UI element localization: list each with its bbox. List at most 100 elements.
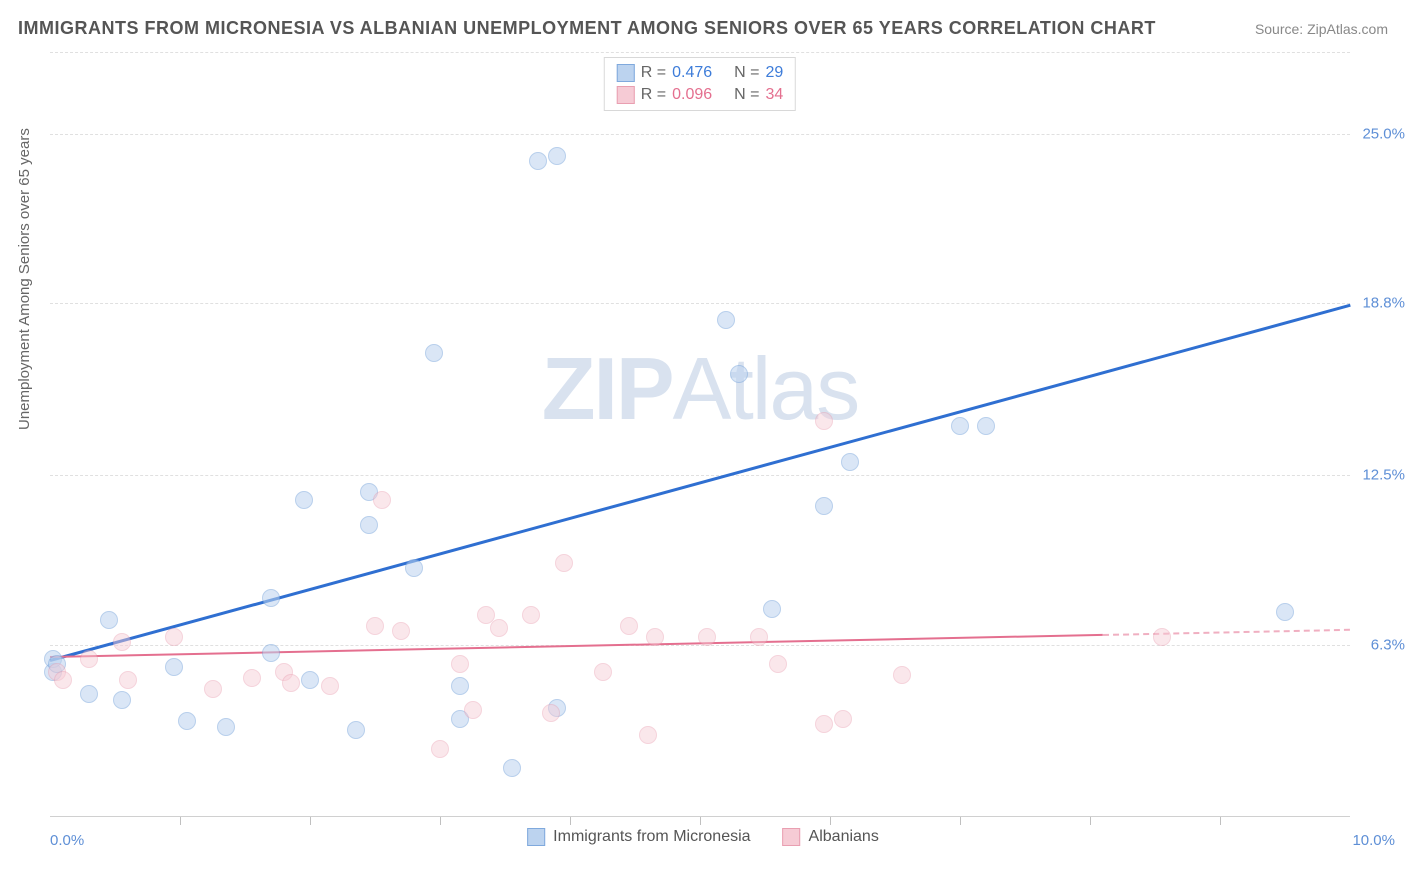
legend-swatch <box>783 828 801 846</box>
data-point <box>282 674 300 692</box>
data-point <box>113 691 131 709</box>
legend-swatch <box>617 86 635 104</box>
grid-line <box>50 134 1350 135</box>
r-value: 0.096 <box>672 86 728 104</box>
data-point <box>360 516 378 534</box>
data-point <box>951 417 969 435</box>
data-point <box>295 491 313 509</box>
scatter-chart: ZIPAtlas 6.3%12.5%18.8%25.0%0.0%10.0%R =… <box>50 52 1350 817</box>
r-value: 0.476 <box>672 64 728 82</box>
data-point <box>717 311 735 329</box>
data-point <box>529 152 547 170</box>
data-point <box>451 677 469 695</box>
r-label: R = <box>641 64 666 82</box>
data-point <box>698 628 716 646</box>
data-point <box>392 622 410 640</box>
n-label: N = <box>734 86 759 104</box>
data-point <box>646 628 664 646</box>
correlation-legend-row: R = 0.476 N = 29 <box>617 62 783 84</box>
data-point <box>301 671 319 689</box>
n-label: N = <box>734 64 759 82</box>
legend-swatch <box>527 828 545 846</box>
n-value: 29 <box>765 64 783 82</box>
x-tick <box>700 817 701 825</box>
data-point <box>243 669 261 687</box>
x-tick <box>830 817 831 825</box>
data-point <box>451 655 469 673</box>
correlation-legend: R = 0.476 N = 29 R = 0.096 N = 34 <box>604 57 796 111</box>
trend-line-dashed <box>1103 628 1350 635</box>
legend-label: Immigrants from Micronesia <box>553 828 750 846</box>
x-tick <box>440 817 441 825</box>
data-point <box>217 718 235 736</box>
data-point <box>373 491 391 509</box>
data-point <box>80 685 98 703</box>
data-point <box>204 680 222 698</box>
x-max-label: 10.0% <box>1352 832 1395 849</box>
data-point <box>165 658 183 676</box>
data-point <box>490 619 508 637</box>
data-point <box>1153 628 1171 646</box>
data-point <box>594 663 612 681</box>
source-attribution: Source: ZipAtlas.com <box>1255 21 1388 37</box>
data-point <box>522 606 540 624</box>
grid-line <box>50 303 1350 304</box>
plot-area: ZIPAtlas 6.3%12.5%18.8%25.0%0.0%10.0%R =… <box>50 52 1350 817</box>
data-point <box>431 740 449 758</box>
data-point <box>763 600 781 618</box>
data-point <box>639 726 657 744</box>
data-point <box>548 147 566 165</box>
x-tick <box>1220 817 1221 825</box>
x-tick <box>310 817 311 825</box>
grid-line <box>50 52 1350 53</box>
grid-line <box>50 475 1350 476</box>
y-axis-label: Unemployment Among Seniors over 65 years <box>16 128 33 430</box>
y-tick-label: 12.5% <box>1362 467 1405 484</box>
legend-swatch <box>617 64 635 82</box>
data-point <box>977 417 995 435</box>
data-point <box>347 721 365 739</box>
data-point <box>425 344 443 362</box>
watermark: ZIPAtlas <box>542 338 859 440</box>
x-tick <box>1090 817 1091 825</box>
data-point <box>321 677 339 695</box>
grid-line <box>50 645 1350 646</box>
data-point <box>750 628 768 646</box>
data-point <box>815 497 833 515</box>
data-point <box>815 715 833 733</box>
x-tick <box>180 817 181 825</box>
data-point <box>100 611 118 629</box>
trend-line <box>50 303 1351 661</box>
legend-label: Albanians <box>809 828 879 846</box>
r-label: R = <box>641 86 666 104</box>
chart-title: IMMIGRANTS FROM MICRONESIA VS ALBANIAN U… <box>18 18 1156 39</box>
data-point <box>730 365 748 383</box>
y-tick-label: 25.0% <box>1362 125 1405 142</box>
legend-item: Albanians <box>783 828 879 846</box>
x-tick <box>570 817 571 825</box>
data-point <box>1276 603 1294 621</box>
data-point <box>54 671 72 689</box>
data-point <box>366 617 384 635</box>
data-point <box>80 650 98 668</box>
data-point <box>165 628 183 646</box>
data-point <box>464 701 482 719</box>
chart-header: IMMIGRANTS FROM MICRONESIA VS ALBANIAN U… <box>18 18 1388 39</box>
data-point <box>503 759 521 777</box>
data-point <box>834 710 852 728</box>
data-point <box>893 666 911 684</box>
data-point <box>262 589 280 607</box>
data-point <box>620 617 638 635</box>
correlation-legend-row: R = 0.096 N = 34 <box>617 84 783 106</box>
data-point <box>841 453 859 471</box>
data-point <box>113 633 131 651</box>
data-point <box>555 554 573 572</box>
x-min-label: 0.0% <box>50 832 84 849</box>
data-point <box>405 559 423 577</box>
data-point <box>769 655 787 673</box>
data-point <box>178 712 196 730</box>
data-point <box>815 412 833 430</box>
legend-item: Immigrants from Micronesia <box>527 828 750 846</box>
n-value: 34 <box>765 86 783 104</box>
data-point <box>119 671 137 689</box>
